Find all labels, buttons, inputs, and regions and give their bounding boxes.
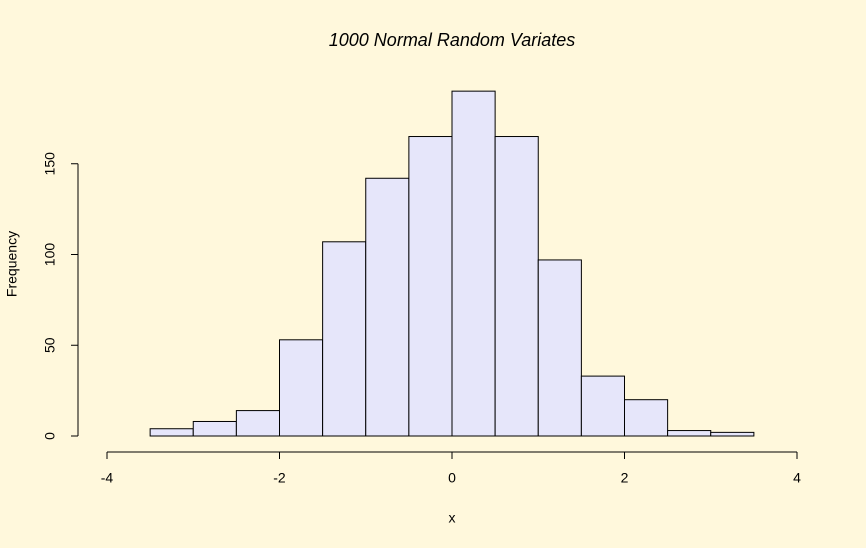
x-tick-label: -2: [273, 470, 286, 486]
bar: [408, 136, 453, 437]
y-tick-label: 50: [42, 337, 58, 353]
x-tick-label: 0: [448, 470, 456, 486]
x-tick-label: 4: [793, 470, 801, 486]
chart-title: 1000 Normal Random Variates: [329, 30, 575, 50]
y-axis-label: Frequency: [4, 231, 20, 297]
bar: [322, 241, 367, 437]
y-tick-label: 150: [42, 152, 58, 176]
bar: [451, 90, 496, 437]
bar: [710, 431, 755, 437]
bar: [235, 410, 280, 437]
bar: [537, 259, 582, 437]
bar: [149, 428, 194, 437]
bar: [667, 430, 712, 437]
x-tick-label: -4: [101, 470, 114, 486]
y-tick-label: 100: [42, 243, 58, 267]
bar: [624, 399, 669, 437]
bar: [279, 339, 324, 437]
x-tick-label: 2: [621, 470, 629, 486]
bar: [494, 136, 539, 437]
bar: [192, 420, 237, 437]
y-tick-label: 0: [42, 432, 58, 440]
bar: [365, 177, 410, 437]
x-axis-label: x: [449, 510, 456, 526]
bar: [580, 375, 625, 437]
